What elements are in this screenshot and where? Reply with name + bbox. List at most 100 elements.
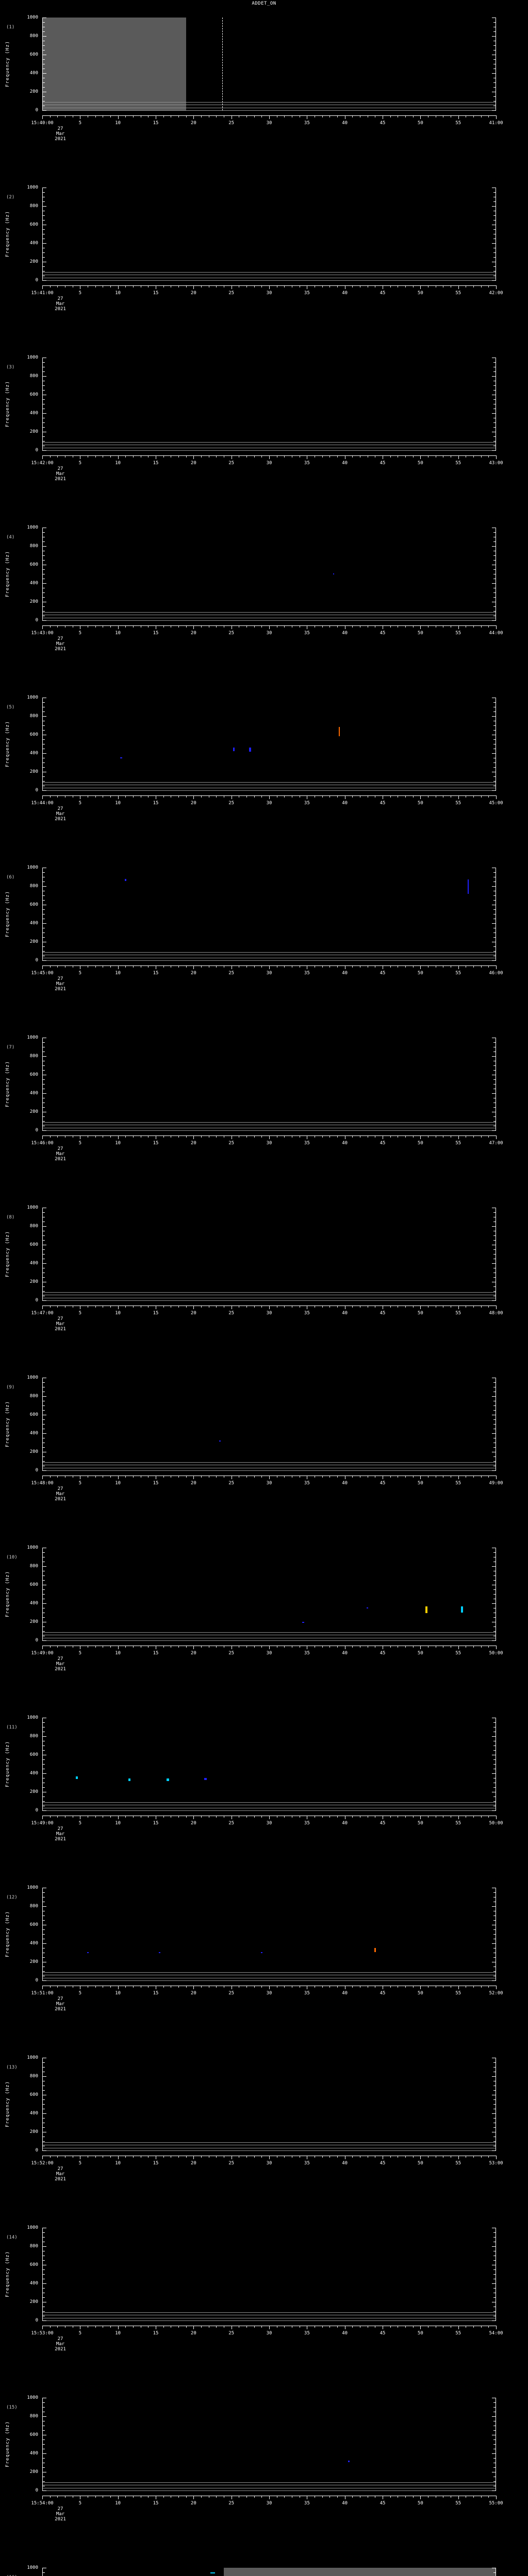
x-tick-mark bbox=[178, 1816, 179, 1818]
x-tick-mark bbox=[50, 1646, 51, 1648]
data-point-mark bbox=[124, 878, 126, 881]
y-tick-mark bbox=[493, 22, 496, 23]
y-tick-labels: 1000 800 600 400 200 0 bbox=[0, 696, 41, 793]
y-tick-mark bbox=[42, 257, 45, 258]
y-tick-mark bbox=[493, 422, 496, 423]
x-tick-label: 15 bbox=[153, 121, 159, 126]
x-tick-label: 35 bbox=[304, 971, 310, 976]
x-tick-label: 40 bbox=[342, 1311, 348, 1316]
x-tick-label: 40 bbox=[342, 801, 348, 806]
x-axis-date-line: Mar bbox=[56, 1151, 65, 1157]
y-tick-label: 800 bbox=[29, 1734, 38, 1739]
x-tick-label: 20 bbox=[190, 631, 196, 636]
x-tick-mark bbox=[261, 455, 262, 457]
y-tick-mark bbox=[42, 2453, 46, 2454]
x-tick-mark bbox=[261, 1986, 262, 1988]
x-tick-mark bbox=[473, 1476, 474, 1478]
y-tick-mark bbox=[42, 1116, 45, 1117]
plot-background bbox=[42, 1378, 496, 1470]
x-tick-label-end: 42:00 bbox=[489, 291, 503, 296]
x-axis-date-line: 27 bbox=[57, 636, 63, 641]
x-tick-mark bbox=[420, 1646, 421, 1649]
x-tick-mark bbox=[337, 115, 338, 117]
x-tick-label: 25 bbox=[228, 1311, 235, 1316]
y-tick-mark bbox=[42, 872, 45, 873]
plot-background bbox=[42, 1718, 496, 1810]
x-tick-mark bbox=[133, 1646, 134, 1648]
x-tick-mark bbox=[178, 115, 179, 117]
data-point-mark bbox=[210, 2572, 215, 2574]
y-tick-mark bbox=[493, 1107, 496, 1108]
y-tick-mark bbox=[42, 611, 45, 612]
data-point-mark bbox=[249, 748, 252, 752]
reference-line bbox=[42, 1980, 496, 1981]
subplot-panel: (3) Frequency (Hz) 1000 800 600 400 200 0 15:42:… bbox=[0, 346, 528, 516]
x-tick-mark bbox=[458, 455, 459, 459]
x-tick-mark bbox=[57, 1646, 58, 1648]
x-tick-labels: 15:41:00 5 10 15 20 25 30 35 40 45 50 55 42:00 bbox=[31, 291, 503, 297]
x-tick-mark bbox=[412, 1306, 414, 1308]
reference-line bbox=[42, 442, 496, 443]
x-tick-mark bbox=[193, 1306, 194, 1309]
y-tick-label: 0 bbox=[35, 2148, 38, 2153]
x-tick-label: 30 bbox=[266, 461, 272, 466]
subplot-panel: (2) Frequency (Hz) 1000 800 600 400 200 0 15:41:… bbox=[0, 176, 528, 346]
x-tick-label: 35 bbox=[304, 1481, 310, 1486]
y-tick-mark bbox=[42, 1093, 46, 1094]
y-tick-mark bbox=[493, 2269, 496, 2270]
x-tick-mark bbox=[133, 1306, 134, 1308]
x-tick-mark bbox=[110, 1136, 111, 1138]
x-axis-date-line: 27 bbox=[57, 1826, 63, 1832]
x-tick-mark bbox=[261, 625, 262, 628]
x-tick-mark bbox=[125, 1646, 126, 1648]
data-point-mark bbox=[76, 1776, 78, 1779]
x-tick-mark bbox=[284, 1816, 285, 1818]
y-tick-mark bbox=[42, 1291, 45, 1292]
y-tick-mark bbox=[42, 220, 45, 221]
y-tick-mark bbox=[493, 2439, 496, 2440]
x-tick-label: 35 bbox=[304, 1821, 310, 1826]
x-tick-label: 45 bbox=[380, 1141, 386, 1146]
y-tick-label: 200 bbox=[29, 1959, 38, 1964]
y-tick-mark bbox=[493, 371, 496, 372]
x-tick-label: 30 bbox=[266, 1991, 272, 1996]
x-tick-mark bbox=[118, 115, 119, 119]
y-tick-label: 0 bbox=[35, 1298, 38, 1303]
y-tick-mark bbox=[42, 541, 45, 542]
x-tick-label: 55 bbox=[455, 2161, 461, 2166]
x-tick-mark bbox=[496, 1986, 497, 1989]
x-tick-label: 5 bbox=[78, 291, 82, 296]
plot-background bbox=[42, 1888, 496, 1980]
x-tick-mark bbox=[322, 1986, 323, 1988]
x-tick-mark bbox=[420, 1476, 421, 1479]
reference-line bbox=[42, 450, 496, 451]
x-tick-mark bbox=[488, 1816, 489, 1818]
x-tick-mark bbox=[42, 285, 43, 289]
plot-area bbox=[42, 2058, 496, 2151]
x-tick-mark bbox=[329, 115, 331, 117]
y-tick-mark bbox=[492, 2150, 496, 2151]
y-tick-mark bbox=[493, 1750, 496, 1751]
x-tick-mark bbox=[186, 285, 187, 287]
x-axis-date-line: 27 bbox=[57, 1996, 63, 2002]
y-tick-labels: 1000 800 600 400 200 0 bbox=[0, 1715, 41, 1813]
x-tick-mark bbox=[412, 1136, 414, 1138]
y-tick-label: 1000 bbox=[27, 1715, 38, 1720]
reference-line bbox=[42, 790, 496, 791]
y-tick-label: 800 bbox=[29, 544, 38, 549]
data-point-mark bbox=[348, 2460, 350, 2462]
x-tick-mark bbox=[118, 2496, 119, 2499]
y-tick-mark bbox=[42, 1750, 45, 1751]
y-tick-mark bbox=[42, 441, 45, 442]
x-tick-mark bbox=[110, 115, 111, 117]
figure-title: ADDET_ON bbox=[252, 1, 276, 6]
y-tick-label: 0 bbox=[35, 278, 38, 283]
x-tick-mark bbox=[496, 965, 497, 969]
y-tick-mark bbox=[493, 1745, 496, 1746]
x-tick-mark bbox=[337, 1986, 338, 1988]
y-tick-mark bbox=[493, 2118, 496, 2119]
y-tick-mark bbox=[492, 413, 496, 414]
y-tick-mark bbox=[42, 2283, 46, 2284]
x-tick-mark bbox=[488, 2156, 489, 2158]
x-axis-date-line: Mar bbox=[56, 131, 65, 137]
